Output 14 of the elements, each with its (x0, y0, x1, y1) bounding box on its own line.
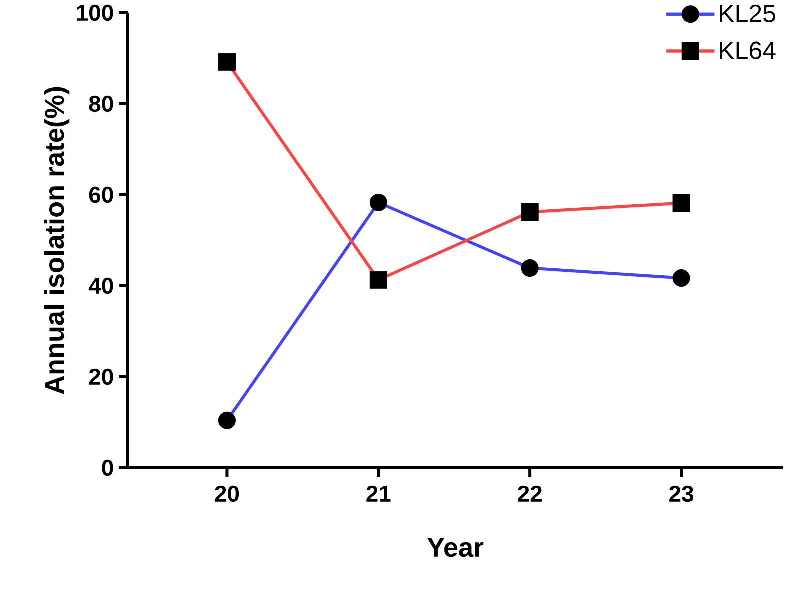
x-tick-label: 21 (366, 486, 391, 502)
legend-label: KL64 (720, 42, 776, 60)
x-tick-label: 23 (670, 486, 694, 502)
x-tick-label: 20 (215, 486, 240, 502)
x-axis-title: Year (427, 538, 484, 558)
x-tick-label: 22 (518, 486, 542, 502)
legend-label: KL25 (720, 4, 776, 23)
y-tick-label: 60 (89, 186, 114, 204)
y-tick-label: 20 (89, 368, 114, 386)
y-tick-label: 40 (88, 278, 114, 294)
y-axis-title: Annual isolation rate(%) (44, 87, 70, 394)
y-tick-label: 80 (89, 96, 114, 112)
y-tick-label: 100 (77, 4, 114, 22)
y-tick-label: 0 (102, 460, 114, 476)
